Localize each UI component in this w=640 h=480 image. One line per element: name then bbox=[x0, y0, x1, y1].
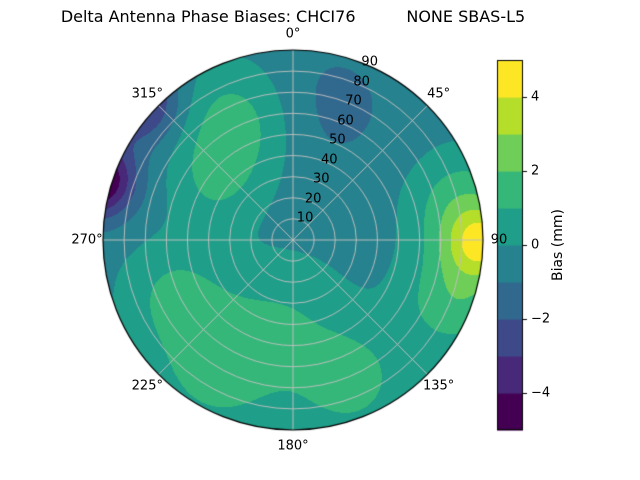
angular-tick-label: 270° bbox=[71, 232, 103, 248]
angular-tick-label: 135° bbox=[422, 378, 455, 394]
radial-tick-label: 70 bbox=[345, 93, 362, 109]
colorbar-tick-label: 4 bbox=[531, 89, 540, 105]
radial-tick-label: 10 bbox=[296, 210, 314, 226]
angular-tick-label: 0° bbox=[285, 26, 301, 42]
colorbar-tick-label: 0 bbox=[531, 237, 540, 253]
chart-title: Delta Antenna Phase Biases: CHCI76 NONE … bbox=[60, 7, 526, 26]
radial-tick-label: 40 bbox=[321, 152, 338, 168]
radial-tick-label: 80 bbox=[353, 74, 370, 90]
colorbar-tick-label: −4 bbox=[531, 385, 551, 401]
radial-tick-label: 50 bbox=[329, 132, 346, 148]
colorbar-tick-label: −2 bbox=[531, 311, 551, 327]
colorbar-tick-label: 2 bbox=[531, 163, 540, 179]
radial-tick-label: 20 bbox=[304, 191, 322, 207]
angular-tick-label: 90 bbox=[490, 232, 508, 248]
angular-tick-label: 180° bbox=[277, 438, 309, 454]
angular-tick-label: 315° bbox=[131, 86, 163, 102]
radial-tick-label: 30 bbox=[312, 171, 330, 187]
angular-tick-label: 225° bbox=[131, 378, 163, 394]
radial-tick-label: 90 bbox=[361, 54, 378, 70]
colorbar-axis-label: Bias (mm) bbox=[550, 208, 566, 282]
angular-tick-label: 45° bbox=[427, 86, 451, 102]
radial-tick-label: 60 bbox=[337, 113, 354, 129]
